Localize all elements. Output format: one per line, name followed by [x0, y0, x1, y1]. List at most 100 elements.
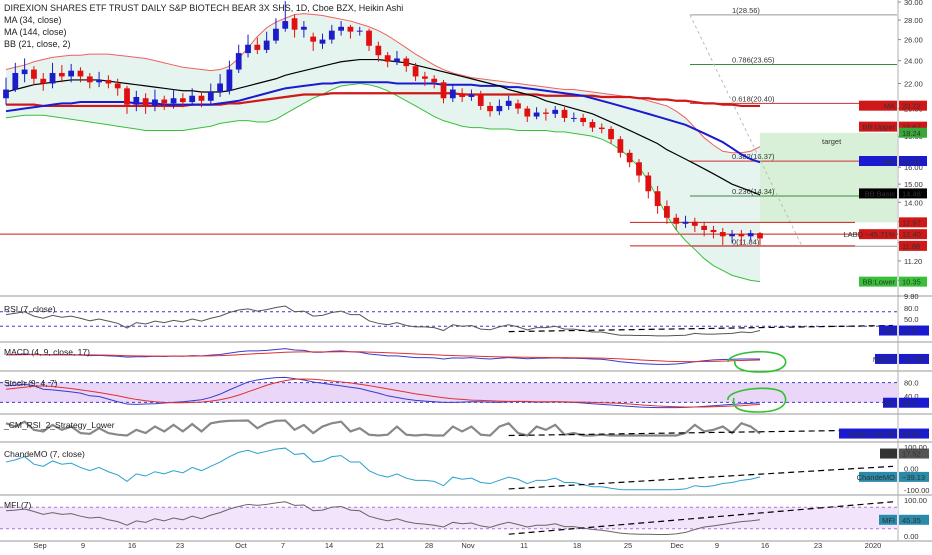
candle-body[interactable]	[515, 103, 521, 109]
x-tick-label: 18	[573, 541, 581, 550]
candle-body[interactable]	[207, 91, 214, 101]
indicator-line	[5, 348, 761, 365]
candle-body[interactable]	[431, 78, 438, 83]
candle-body[interactable]	[161, 99, 168, 104]
candle-body[interactable]	[338, 26, 344, 31]
candle-body[interactable]	[170, 98, 177, 104]
candle-body[interactable]	[477, 94, 484, 106]
candle-body[interactable]	[589, 122, 596, 128]
candle-body[interactable]	[49, 72, 56, 84]
candle-body[interactable]	[77, 70, 84, 77]
candle-body[interactable]	[468, 94, 475, 97]
candle-body[interactable]	[124, 88, 130, 105]
price-tag-label-bg	[859, 100, 897, 111]
candle-body[interactable]	[384, 55, 391, 62]
candle-body[interactable]	[710, 229, 717, 233]
candle-body[interactable]	[263, 40, 270, 50]
x-tick-label: 16	[761, 541, 769, 550]
candle-body[interactable]	[300, 26, 307, 30]
candle-body[interactable]	[394, 58, 400, 62]
candle-body[interactable]	[757, 233, 763, 239]
candle-body[interactable]	[533, 112, 540, 117]
target-box[interactable]	[760, 132, 897, 223]
candle-body[interactable]	[719, 232, 726, 237]
indicator-tag-value: −39.13	[902, 473, 925, 482]
candle-body[interactable]	[561, 109, 568, 118]
candle-body[interactable]	[105, 79, 112, 84]
candle-body[interactable]	[403, 58, 410, 67]
candle-body[interactable]	[21, 69, 28, 75]
candle-body[interactable]	[598, 127, 605, 130]
candle-body[interactable]	[496, 105, 503, 112]
candle-body[interactable]	[319, 39, 326, 44]
candle-body[interactable]	[217, 83, 223, 92]
candle-body[interactable]	[524, 108, 531, 117]
candle-body[interactable]	[245, 44, 251, 54]
candle-body[interactable]	[459, 93, 466, 97]
candle-body[interactable]	[328, 30, 335, 40]
candle-body[interactable]	[636, 162, 642, 176]
candle-body[interactable]	[608, 129, 614, 140]
candle-body[interactable]	[673, 217, 680, 224]
candle-body[interactable]	[68, 70, 75, 77]
candle-body[interactable]	[356, 30, 363, 32]
candle-body[interactable]	[282, 21, 289, 29]
candle-body[interactable]	[422, 76, 428, 79]
candle-body[interactable]	[226, 69, 233, 91]
candle-body[interactable]	[31, 69, 37, 79]
candle-body[interactable]	[58, 72, 65, 77]
candle-body[interactable]	[570, 117, 577, 119]
candle-body[interactable]	[449, 89, 456, 99]
price-tag-value-bg	[899, 100, 927, 111]
candle-body[interactable]	[747, 233, 754, 237]
candle-body[interactable]	[617, 139, 624, 153]
candle-body[interactable]	[3, 89, 9, 99]
fib-label: 0.236(14.34)	[732, 187, 775, 196]
candle-body[interactable]	[440, 82, 447, 99]
candle-body[interactable]	[701, 225, 708, 230]
stoch-pane-label: Stoch (9, 4, 7)	[4, 378, 58, 388]
candle-body[interactable]	[291, 18, 298, 30]
candle-body[interactable]	[412, 66, 419, 77]
candle-body[interactable]	[133, 96, 140, 105]
indicator-tag-label: %K	[883, 399, 895, 408]
candle-body[interactable]	[505, 100, 512, 106]
candle-body[interactable]	[664, 206, 670, 218]
candle-body[interactable]	[543, 112, 549, 114]
indicator-value-bg	[899, 448, 929, 459]
candle-body[interactable]	[375, 45, 382, 56]
x-tick-label: 11	[520, 541, 528, 550]
candle-body[interactable]	[310, 36, 317, 42]
candle-body[interactable]	[366, 30, 372, 46]
candle-body[interactable]	[114, 83, 121, 89]
candle-body[interactable]	[729, 234, 735, 237]
candle-body[interactable]	[254, 44, 261, 50]
indicator-line	[5, 376, 761, 409]
price-tag-value: 20.22	[902, 102, 921, 111]
candle-body[interactable]	[654, 191, 661, 207]
candle-body[interactable]	[235, 53, 242, 70]
candle-body[interactable]	[142, 98, 149, 106]
candle-body[interactable]	[96, 79, 102, 83]
candle-body[interactable]	[580, 117, 587, 123]
price-tag-label: MA	[884, 102, 895, 111]
price-tag-label-bg	[859, 188, 897, 199]
candle-body[interactable]	[152, 99, 158, 106]
candle-body[interactable]	[552, 109, 559, 114]
candle-body[interactable]	[691, 221, 698, 226]
candle-body[interactable]	[40, 78, 47, 84]
candle-body[interactable]	[487, 105, 493, 112]
candle-body[interactable]	[682, 221, 689, 224]
candle-body[interactable]	[738, 234, 745, 237]
candle-body[interactable]	[86, 76, 93, 83]
candle-body[interactable]	[198, 95, 205, 101]
candle-body[interactable]	[189, 95, 196, 103]
candle-body[interactable]	[12, 72, 19, 90]
candle-body[interactable]	[179, 98, 186, 103]
candle-body[interactable]	[626, 152, 633, 163]
candle-body[interactable]	[347, 26, 354, 32]
candle-body[interactable]	[273, 28, 279, 41]
candle-body[interactable]	[645, 175, 652, 192]
